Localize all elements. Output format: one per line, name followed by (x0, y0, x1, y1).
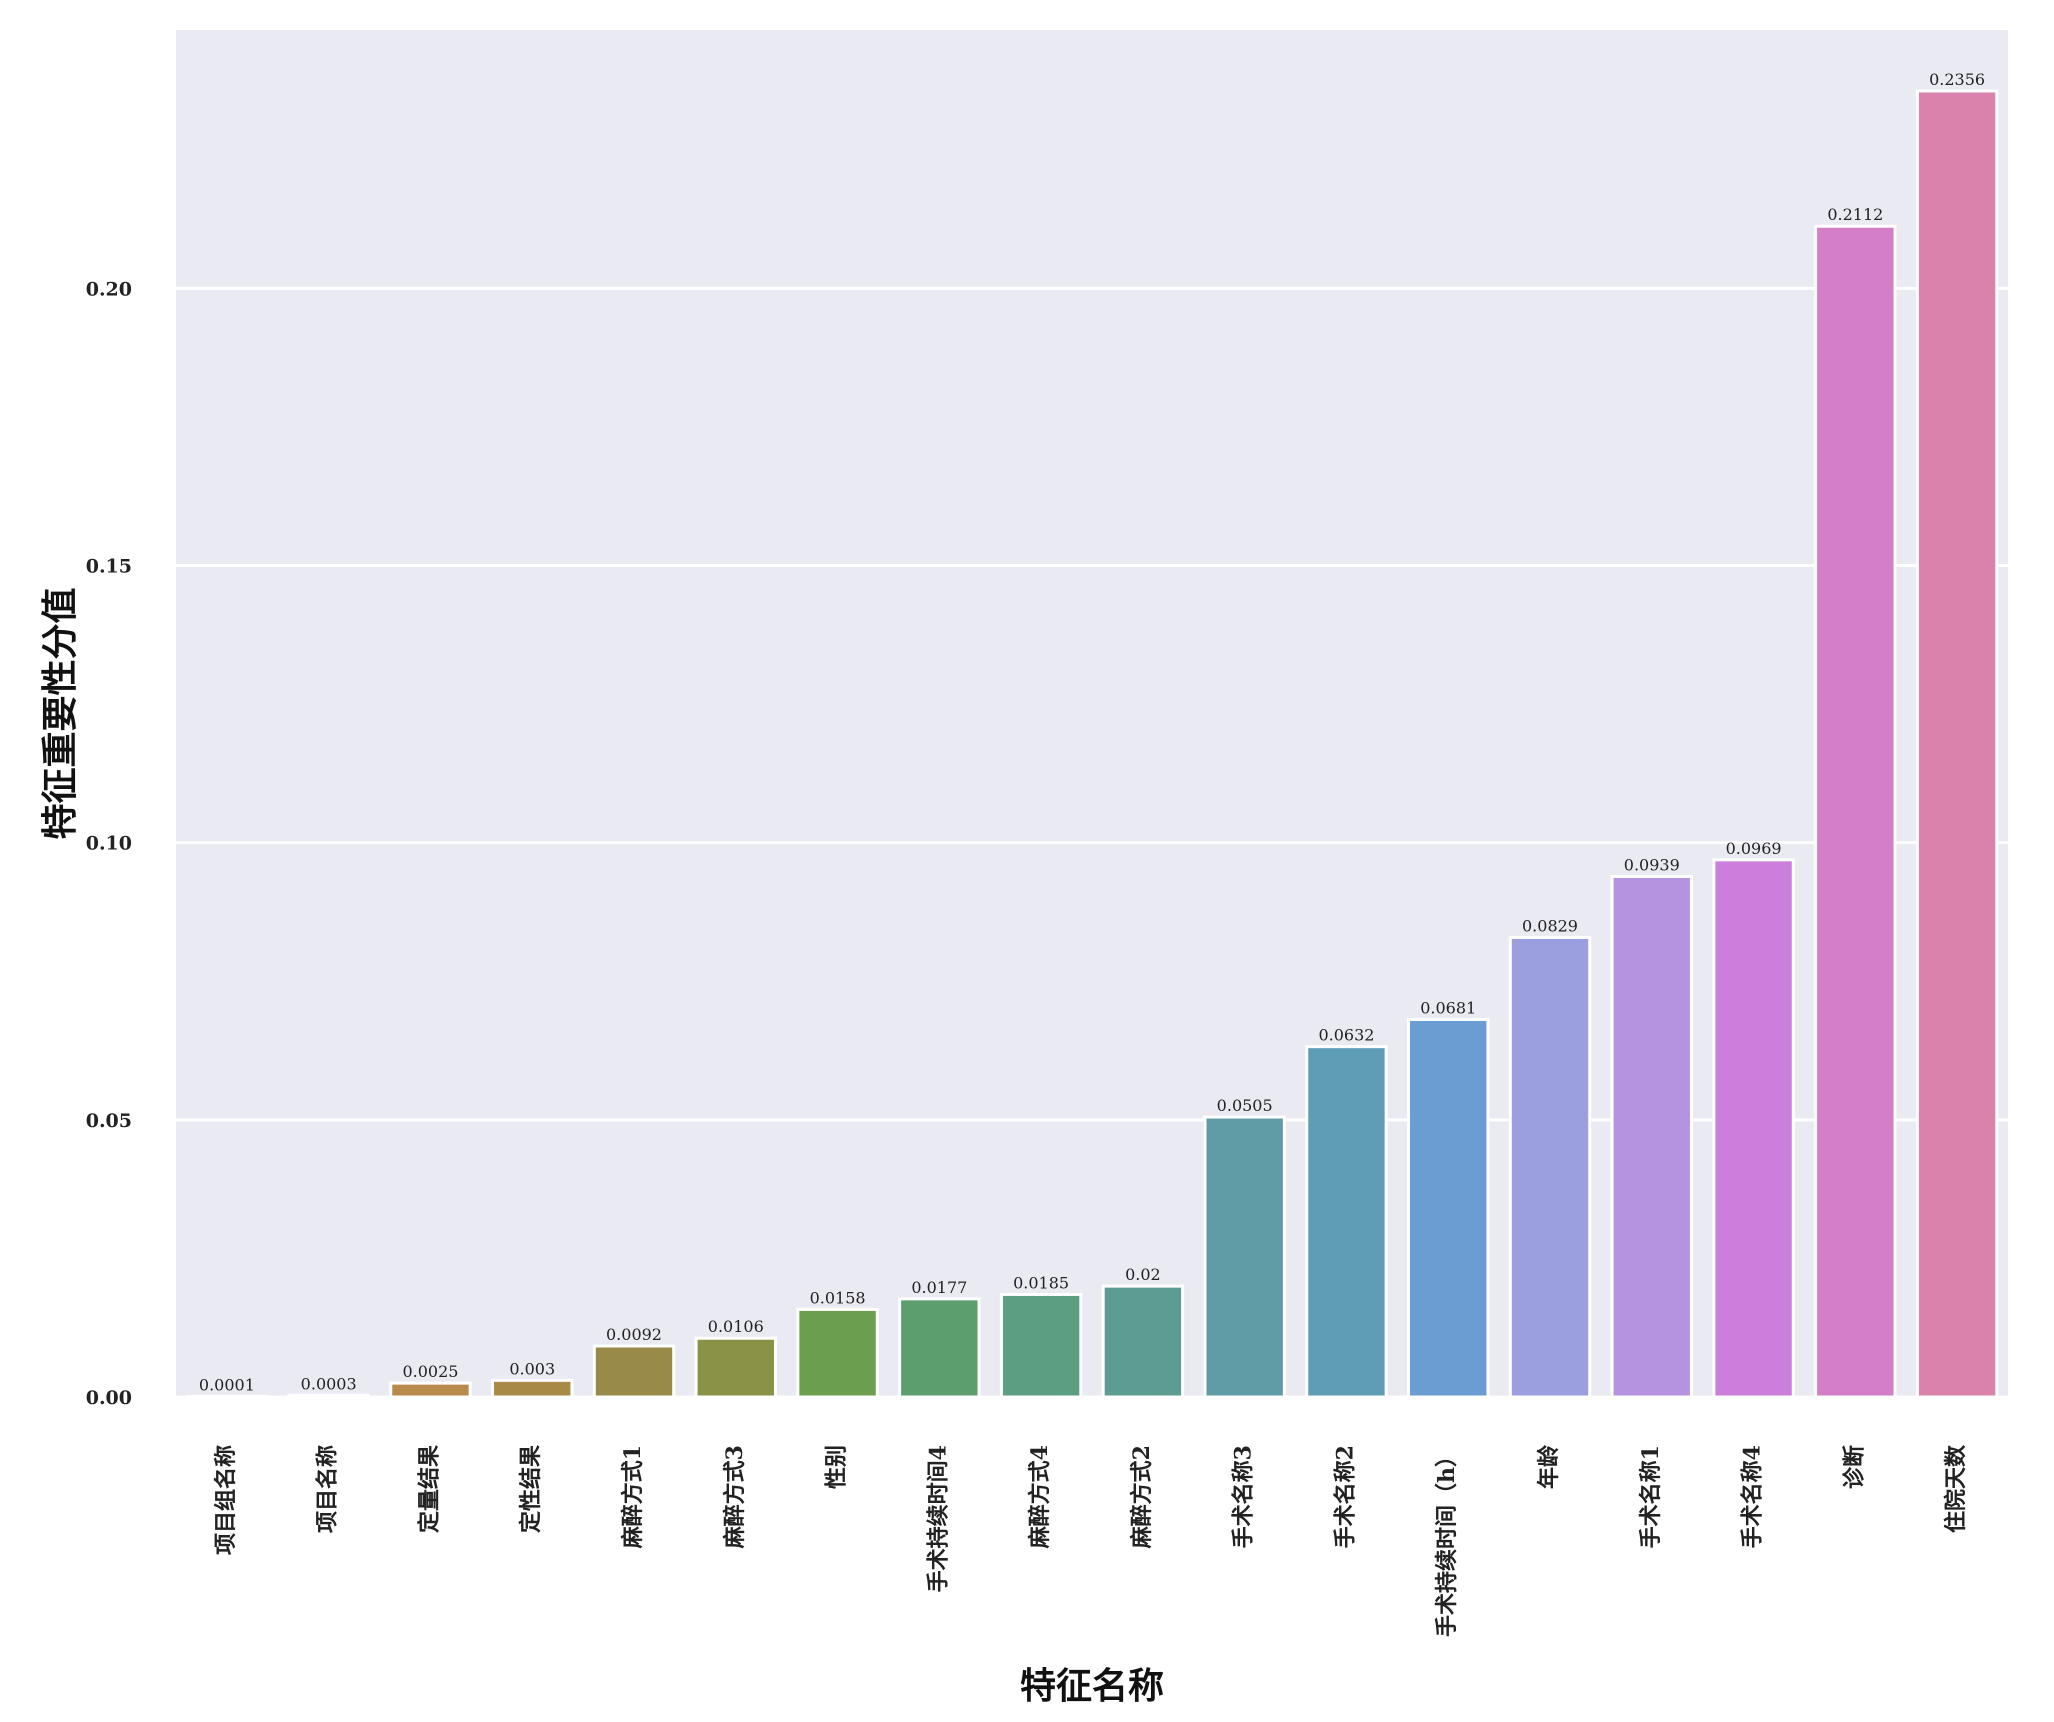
x-tick-label: 麻醉方式2 (1129, 1445, 1155, 1549)
x-tick-label: 手术名称1 (1638, 1445, 1664, 1548)
x-tick-label: 诊断 (1841, 1445, 1867, 1489)
y-axis-title: 特征重要性分值 (39, 587, 81, 839)
bar-value-label: 0.0106 (708, 1317, 764, 1336)
bar-value-label: 0.003 (509, 1359, 555, 1378)
x-tick-label: 手术持续时间（h） (1434, 1445, 1460, 1637)
bar (1305, 1045, 1388, 1399)
x-tick-label: 手术名称4 (1740, 1445, 1766, 1548)
x-axis-title: 特征名称 (1020, 1665, 1164, 1707)
bar (1508, 935, 1592, 1399)
x-tick-label: 项目名称 (315, 1445, 341, 1533)
x-tick-label: 手术名称3 (1231, 1445, 1257, 1548)
bar-value-label: 0.0177 (911, 1278, 967, 1297)
bar (1712, 858, 1795, 1399)
x-tick-label: 定性结果 (518, 1445, 544, 1533)
bar (1101, 1284, 1185, 1399)
bar (694, 1336, 777, 1399)
bar (898, 1297, 981, 1399)
bar-value-label: 0.0185 (1013, 1273, 1069, 1292)
y-tick-label: 0.10 (86, 833, 132, 855)
bar (287, 1393, 370, 1399)
y-tick-labels: 0.00 0.05 0.10 0.15 0.20 (86, 278, 132, 1409)
x-tick-label: 手术持续时间4 (925, 1445, 951, 1592)
x-tick-label: 麻醉方式1 (620, 1445, 646, 1549)
x-tick-label: 麻醉方式4 (1027, 1445, 1053, 1549)
grid-lines (176, 286, 2008, 1399)
x-tick-label: 定量结果 (416, 1445, 442, 1533)
x-tick-labels: 项目组名称 项目名称 定量结果 定性结果 麻醉方式1 麻醉方式3 性别 手术持续时间4 麻醉方式… (213, 1444, 1969, 1637)
x-tick-label: 住院天数 (1943, 1444, 1969, 1533)
bar (491, 1378, 574, 1399)
bar (1610, 874, 1693, 1399)
x-tick-label: 年龄 (1536, 1444, 1562, 1489)
bar (1407, 1017, 1490, 1399)
bar (1915, 89, 1999, 1399)
bar-value-label: 0.0025 (402, 1362, 458, 1381)
bar-value-label: 0.0505 (1217, 1096, 1273, 1115)
bar-value-label: 0.0632 (1318, 1026, 1374, 1045)
bar (999, 1292, 1083, 1399)
value-labels: 0.0001 0.0003 0.0025 0.003 0.0092 0.0106 0.015… (199, 70, 1985, 1394)
bars (185, 89, 1999, 1399)
y-tick-label: 0.00 (86, 1387, 132, 1409)
y-tick-label: 0.15 (86, 555, 132, 577)
x-tick-label: 手术名称2 (1332, 1445, 1358, 1548)
x-tick-label: 性别 (824, 1445, 850, 1489)
bar-value-label: 0.2356 (1929, 70, 1985, 89)
bar-value-label: 0.0158 (810, 1288, 866, 1307)
bar (1814, 224, 1897, 1399)
bar (592, 1344, 676, 1399)
bar-value-label: 0.0003 (301, 1374, 357, 1393)
bar-value-label: 0.0939 (1624, 855, 1680, 874)
bar-value-label: 0.2112 (1827, 205, 1883, 224)
y-tick-label: 0.05 (86, 1110, 132, 1132)
x-tick-label: 麻醉方式3 (722, 1445, 748, 1549)
bar (796, 1307, 879, 1399)
bar (1203, 1115, 1286, 1399)
bar-value-label: 0.0969 (1726, 839, 1782, 858)
bar (389, 1381, 472, 1399)
bar-value-label: 0.0829 (1522, 916, 1578, 935)
bar-value-label: 0.02 (1125, 1265, 1161, 1284)
bar-value-label: 0.0092 (606, 1325, 662, 1344)
plot-area (176, 30, 2008, 1397)
y-tick-label: 0.20 (86, 278, 132, 300)
x-tick-label: 项目组名称 (213, 1445, 239, 1555)
bar (185, 1394, 269, 1399)
bar-value-label: 0.0001 (199, 1375, 255, 1394)
bar-value-label: 0.0681 (1420, 998, 1476, 1017)
